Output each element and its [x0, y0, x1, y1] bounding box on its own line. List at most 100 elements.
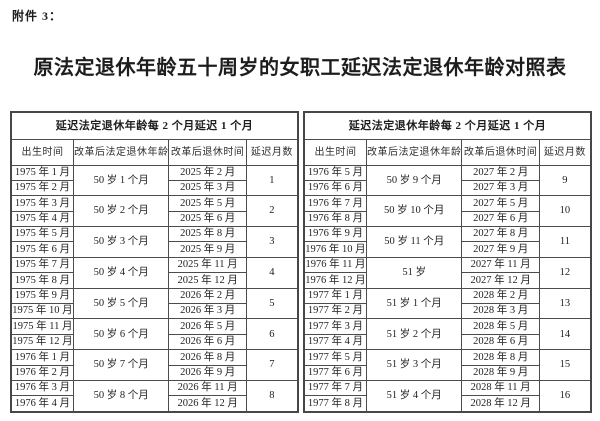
retirement-date-cell: 2025 年 11 月 [168, 256, 247, 274]
retirement-date-cell: 2026 年 2 月 [168, 287, 247, 305]
column-header-3: 延迟月数 [538, 138, 592, 166]
birth-month-cell: 1975 年 7 月 [10, 256, 74, 274]
delay-months-cell: 5 [245, 287, 299, 320]
column-header-0: 出生时间 [10, 138, 74, 166]
delay-rule-header: 延迟法定退休年龄每 2 个月延迟 1 个月 [10, 111, 299, 140]
retirement-date-cell: 2025 年 12 月 [168, 272, 247, 289]
column-header-3: 延迟月数 [245, 138, 299, 166]
table-row: 出生时间 改革后法定退休年龄 改革后退休时间 延迟月数 [10, 138, 299, 166]
retirement-age-cell: 50 岁 4 个月 [72, 256, 170, 289]
table-row: 1975 年 8 月 2025 年 12 月 [10, 272, 298, 289]
table-row: 1975 年 12 月 2026 年 6 月 [10, 333, 298, 351]
retirement-date-cell: 2027 年 12 月 [461, 272, 540, 289]
birth-month-cell: 1975 年 11 月 [10, 318, 74, 335]
retirement-date-cell: 2028 年 3 月 [461, 303, 540, 320]
retirement-age-cell: 50 岁 1 个月 [72, 164, 170, 197]
retirement-age-cell: 50 岁 11 个月 [365, 226, 463, 258]
birth-month-cell: 1977 年 2 月 [303, 303, 367, 320]
retirement-date-cell: 2028 年 12 月 [461, 395, 540, 413]
retirement-age-cell: 50 岁 7 个月 [72, 349, 170, 381]
page-title: 原法定退休年龄五十周岁的女职工延迟法定退休年龄对照表 [33, 57, 567, 79]
birth-month-cell: 1977 年 7 月 [303, 379, 367, 397]
birth-month-cell: 1975 年 12 月 [10, 333, 74, 351]
table-row: 1976 年 6 月 2027 年 3 月 [303, 179, 591, 197]
table-row: 1976 年 7 月 50 岁 10 个月 2027 年 5 月 10 [303, 195, 592, 228]
delay-months-cell: 16 [538, 379, 592, 413]
delay-months-cell: 3 [245, 226, 299, 258]
delay-months-cell: 13 [538, 287, 592, 320]
table-row: 延迟法定退休年龄每 2 个月延迟 1 个月 [303, 111, 592, 140]
birth-month-cell: 1977 年 8 月 [303, 395, 367, 413]
retirement-date-cell: 2025 年 6 月 [168, 210, 247, 228]
retirement-date-cell: 2026 年 12 月 [168, 395, 247, 413]
birth-month-cell: 1977 年 1 月 [303, 287, 367, 305]
birth-month-cell: 1976 年 10 月 [303, 241, 367, 258]
retirement-date-cell: 2025 年 9 月 [168, 241, 247, 258]
birth-month-cell: 1977 年 5 月 [303, 349, 367, 366]
table-row: 1976 年 4 月 2026 年 12 月 [10, 395, 298, 413]
table-row: 出生时间 改革后法定退休年龄 改革后退休时间 延迟月数 [303, 138, 592, 166]
delay-months-cell: 10 [538, 195, 592, 228]
birth-month-cell: 1976 年 7 月 [303, 195, 367, 212]
column-header-1: 改革后法定退休年龄 [365, 138, 463, 166]
retirement-date-cell: 2026 年 5 月 [168, 318, 247, 335]
retirement-date-cell: 2028 年 6 月 [461, 333, 540, 351]
birth-month-cell: 1976 年 1 月 [10, 349, 74, 366]
table-row: 1976 年 2 月 2026 年 9 月 [10, 364, 298, 381]
birth-month-cell: 1977 年 3 月 [303, 318, 367, 335]
birth-month-cell: 1975 年 8 月 [10, 272, 74, 289]
retirement-age-cell: 50 岁 8 个月 [72, 379, 170, 413]
delay-months-cell: 7 [245, 349, 299, 381]
birth-month-cell: 1975 年 10 月 [10, 303, 74, 320]
retirement-date-cell: 2025 年 8 月 [168, 226, 247, 243]
birth-month-cell: 1976 年 2 月 [10, 364, 74, 381]
retirement-age-cell: 50 岁 10 个月 [365, 195, 463, 228]
birth-month-cell: 1976 年 8 月 [303, 210, 367, 228]
retirement-date-cell: 2027 年 11 月 [461, 256, 540, 274]
retirement-date-cell: 2027 年 9 月 [461, 241, 540, 258]
retirement-date-cell: 2026 年 9 月 [168, 364, 247, 381]
retirement-age-cell: 51 岁 2 个月 [365, 318, 463, 351]
retirement-age-cell: 51 岁 [365, 256, 463, 289]
delay-months-cell: 14 [538, 318, 592, 351]
birth-month-cell: 1975 年 9 月 [10, 287, 74, 305]
table-row: 1977 年 2 月 2028 年 3 月 [303, 303, 591, 320]
column-header-2: 改革后退休时间 [168, 138, 247, 166]
retirement-date-cell: 2026 年 11 月 [168, 379, 247, 397]
delay-rule-header: 延迟法定退休年龄每 2 个月延迟 1 个月 [303, 111, 592, 140]
table-row: 1976 年 9 月 50 岁 11 个月 2027 年 8 月 11 [303, 226, 592, 258]
column-header-1: 改革后法定退休年龄 [72, 138, 170, 166]
retirement-age-cell: 50 岁 6 个月 [72, 318, 170, 351]
retirement-date-cell: 2026 年 3 月 [168, 303, 247, 320]
birth-month-cell: 1976 年 12 月 [303, 272, 367, 289]
retirement-date-cell: 2027 年 3 月 [461, 179, 540, 197]
delay-months-cell: 4 [245, 256, 299, 289]
retirement-date-cell: 2027 年 5 月 [461, 195, 540, 212]
retirement-age-cell: 50 岁 5 个月 [72, 287, 170, 320]
retirement-date-cell: 2026 年 8 月 [168, 349, 247, 366]
table-row: 1975 年 6 月 2025 年 9 月 [10, 241, 298, 258]
delay-months-cell: 1 [245, 164, 299, 197]
birth-month-cell: 1976 年 5 月 [303, 164, 367, 181]
table-row: 1977 年 4 月 2028 年 6 月 [303, 333, 591, 351]
birth-month-cell: 1977 年 6 月 [303, 364, 367, 381]
delay-months-cell: 8 [245, 379, 299, 413]
table-row: 1977 年 5 月 51 岁 3 个月 2028 年 8 月 15 [303, 349, 592, 381]
retirement-date-cell: 2028 年 11 月 [461, 379, 540, 397]
table-row: 1976 年 8 月 2027 年 6 月 [303, 210, 591, 228]
table-row: 1976 年 12 月 2027 年 12 月 [303, 272, 591, 289]
retirement-age-cell: 50 岁 2 个月 [72, 195, 170, 228]
retirement-date-cell: 2028 年 2 月 [461, 287, 540, 305]
birth-month-cell: 1976 年 3 月 [10, 379, 74, 397]
birth-month-cell: 1977 年 4 月 [303, 333, 367, 351]
column-header-2: 改革后退休时间 [461, 138, 540, 166]
table-row: 1977 年 6 月 2028 年 9 月 [303, 364, 591, 381]
retirement-date-cell: 2026 年 6 月 [168, 333, 247, 351]
delay-months-cell: 9 [538, 164, 592, 197]
birth-month-cell: 1976 年 11 月 [303, 256, 367, 274]
